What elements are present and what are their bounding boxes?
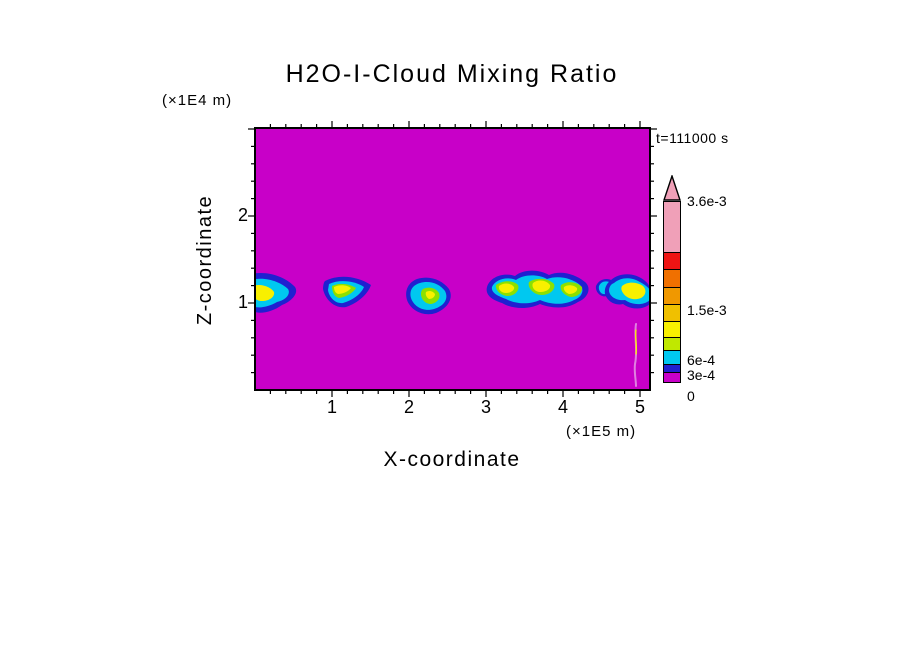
colorbar-segment — [663, 269, 681, 289]
y-tick-label: 2 — [237, 205, 248, 225]
colorbar-tick-label: 0 — [687, 388, 695, 404]
cloud-1-core — [255, 284, 275, 301]
x-axis-label: X-coordinate — [383, 448, 521, 471]
colorbar-tick-label: 3.6e-3 — [687, 193, 727, 209]
colorbar-segment — [663, 201, 681, 253]
plot-background — [255, 128, 650, 390]
contour-plot — [248, 121, 657, 397]
x-tick-label: 2 — [403, 397, 414, 417]
axis-ticks — [248, 121, 657, 397]
cloud-4-core-b — [532, 280, 551, 292]
colorbar-segment — [663, 286, 681, 306]
colorbar-segment — [663, 304, 681, 323]
y-axis-label: Z-coordinate — [194, 194, 216, 326]
colorbar-segment — [663, 251, 681, 271]
cloud-3-core — [425, 290, 435, 299]
cloud-4-core-a — [498, 283, 515, 293]
x-tick-label: 3 — [480, 397, 491, 417]
y-tick-label: 1 — [237, 292, 248, 312]
colorbar-overflow-arrow-icon — [663, 175, 681, 201]
cloud-2-core — [334, 285, 351, 294]
colorbar: 3.6e-3 1.5e-3 6e-4 3e-4 0 — [663, 175, 727, 404]
y-axis-unit: (×1E4 m) — [162, 92, 233, 109]
colorbar-segments — [663, 201, 681, 384]
x-axis-unit: (×1E5 m) — [566, 423, 637, 440]
colorbar-tick-label: 3e-4 — [687, 367, 716, 383]
cloud-field — [255, 270, 650, 387]
colorbar-tick-label: 1.5e-3 — [687, 302, 727, 318]
x-tick-label: 1 — [326, 397, 337, 417]
colorbar-segment — [663, 321, 681, 339]
x-tick-label: 4 — [557, 397, 568, 417]
x-tick-label: 5 — [634, 397, 645, 417]
cloud-4-core-c — [563, 285, 578, 294]
time-label: t=111000 s — [656, 130, 729, 146]
chart-title: H2O-I-Cloud Mixing Ratio — [285, 60, 619, 88]
plot-frame — [254, 127, 651, 391]
colorbar-segment — [663, 372, 681, 384]
colorbar-tick-label: 6e-4 — [687, 352, 716, 368]
fall-streak-core — [635, 329, 637, 355]
cloud-5-core — [621, 282, 646, 300]
